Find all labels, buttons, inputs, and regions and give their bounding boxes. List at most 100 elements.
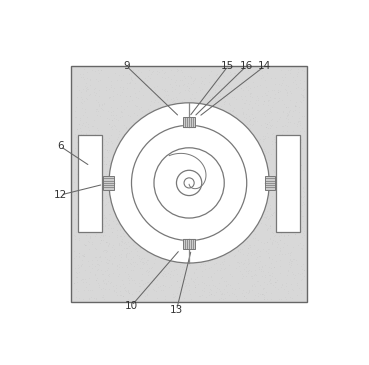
Point [140,230,146,236]
Point [254,149,260,154]
Point [242,115,248,120]
Point [141,197,147,203]
Point [188,96,194,102]
Point [174,218,180,223]
Point [114,191,120,197]
Point [290,145,296,150]
Point [82,175,88,181]
Point [240,87,246,93]
Point [194,101,200,107]
Point [141,130,146,135]
Point [241,293,247,299]
Point [110,108,116,114]
Point [199,195,204,201]
Point [175,184,181,190]
Point [110,242,116,248]
Point [268,122,273,128]
Point [249,182,255,188]
Point [100,277,106,283]
Point [288,258,294,264]
Point [221,286,227,292]
Point [99,196,104,201]
Point [251,181,257,187]
Point [240,287,246,293]
Point [71,280,77,285]
Point [118,189,124,195]
Point [217,82,223,88]
Point [222,163,228,169]
Point [167,187,173,193]
Point [234,293,239,299]
Point [158,250,163,256]
Point [295,69,301,74]
Point [199,154,204,160]
Point [80,252,86,258]
Point [162,128,168,134]
Point [290,157,296,163]
Point [166,158,172,164]
Point [179,70,185,76]
Point [264,110,270,116]
Point [245,268,251,274]
Point [134,253,140,258]
Point [251,192,257,198]
Point [130,133,136,139]
Point [144,257,150,262]
Point [270,237,276,243]
Point [150,197,156,203]
Point [208,291,214,297]
Point [287,256,293,262]
Point [155,95,161,100]
Point [243,264,249,269]
Point [252,292,258,298]
Point [301,86,307,92]
Point [96,254,102,260]
Point [151,146,157,152]
Point [157,201,163,207]
Point [199,279,204,285]
Point [115,193,121,199]
Point [151,260,157,266]
Point [178,182,184,188]
Point [268,180,274,186]
Point [175,184,181,190]
Point [148,145,154,151]
Point [242,163,248,169]
Point [154,160,160,166]
Point [250,115,256,121]
Point [180,170,186,176]
Point [268,109,273,115]
Point [92,179,98,185]
Point [240,251,246,257]
Point [258,239,263,245]
Point [276,201,282,207]
Point [78,128,84,134]
Point [89,139,95,145]
Point [158,169,164,175]
Point [246,135,252,141]
Point [77,115,83,121]
Point [101,142,107,148]
Point [212,95,218,101]
Point [220,134,226,139]
Point [292,107,298,113]
Point [269,104,275,110]
Point [235,248,241,254]
Point [150,169,156,174]
Point [157,165,163,170]
Point [250,235,256,241]
Point [211,133,217,139]
Point [100,293,106,299]
Point [84,182,90,188]
Point [174,151,180,157]
Point [116,251,122,257]
Point [216,76,222,82]
Point [218,214,224,220]
Point [80,144,86,150]
Point [211,142,217,147]
Point [106,217,112,223]
Point [242,93,248,99]
Point [291,228,297,234]
Point [196,230,202,236]
Point [172,170,177,176]
